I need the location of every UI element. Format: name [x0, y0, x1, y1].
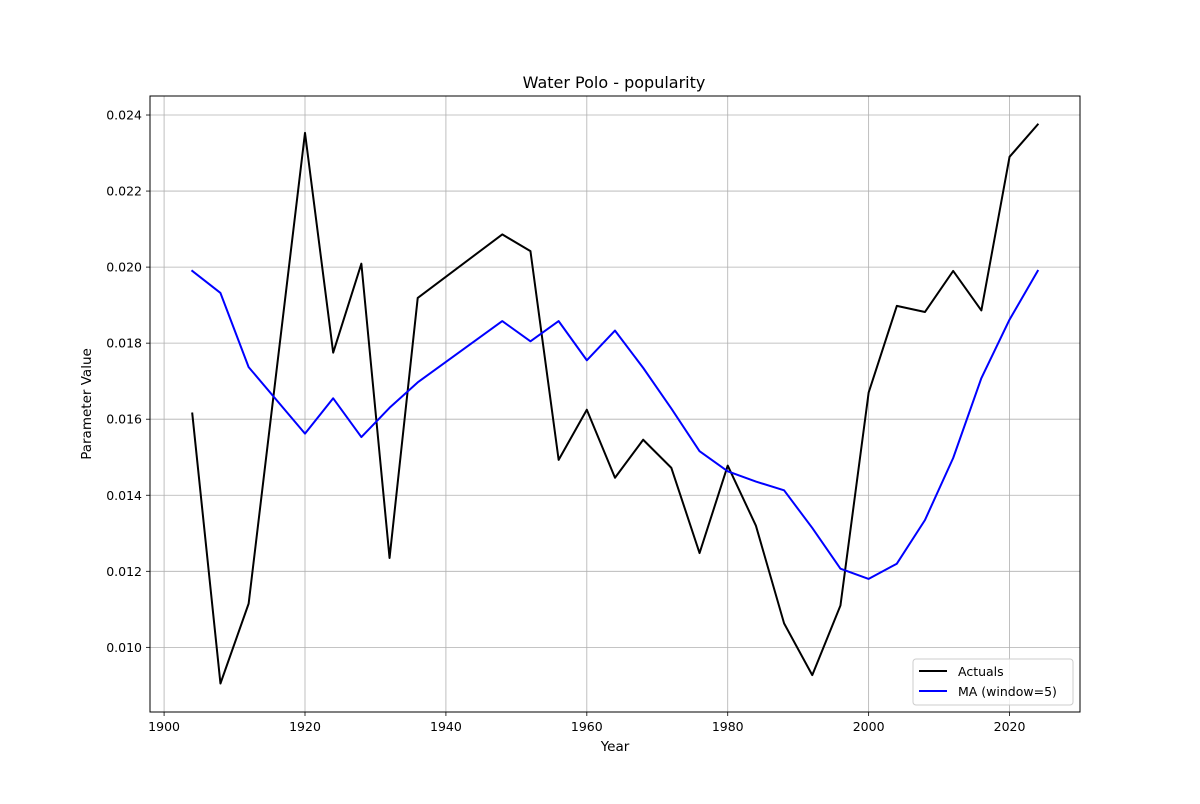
- y-tick-label: 0.010: [106, 640, 142, 655]
- x-tick-label: 1940: [430, 719, 462, 734]
- x-tick-label: 1920: [289, 719, 321, 734]
- x-tick-label: 2020: [994, 719, 1026, 734]
- y-tick-label: 0.016: [106, 412, 142, 427]
- y-axis-label: Parameter Value: [79, 348, 95, 460]
- y-tick-label: 0.014: [106, 488, 142, 503]
- plot-frame: [150, 96, 1080, 712]
- x-tick-label: 1960: [571, 719, 603, 734]
- x-axis-label: Year: [600, 739, 630, 755]
- x-tick-label: 2000: [853, 719, 885, 734]
- y-tick-label: 0.022: [106, 184, 142, 199]
- x-tick-label: 1980: [712, 719, 744, 734]
- legend: Actuals MA (window=5): [913, 659, 1073, 705]
- chart-title: Water Polo - popularity: [523, 73, 706, 92]
- legend-label-actuals: Actuals: [958, 664, 1004, 679]
- series-lines: [192, 124, 1038, 683]
- series-line-ma: [192, 271, 1037, 579]
- legend-label-ma: MA (window=5): [958, 684, 1057, 699]
- y-tick-label: 0.020: [106, 260, 142, 275]
- y-tick-label: 0.012: [106, 564, 142, 579]
- axis-ticks: 1900 1920 1940 1960 1980 2000 2020 0.010 0.012 0.…: [106, 108, 1025, 734]
- y-tick-label: 0.024: [106, 108, 142, 123]
- x-tick-label: 1900: [148, 719, 180, 734]
- y-tick-label: 0.018: [106, 336, 142, 351]
- series-line-actuals: [192, 125, 1037, 684]
- grid: [150, 96, 1080, 712]
